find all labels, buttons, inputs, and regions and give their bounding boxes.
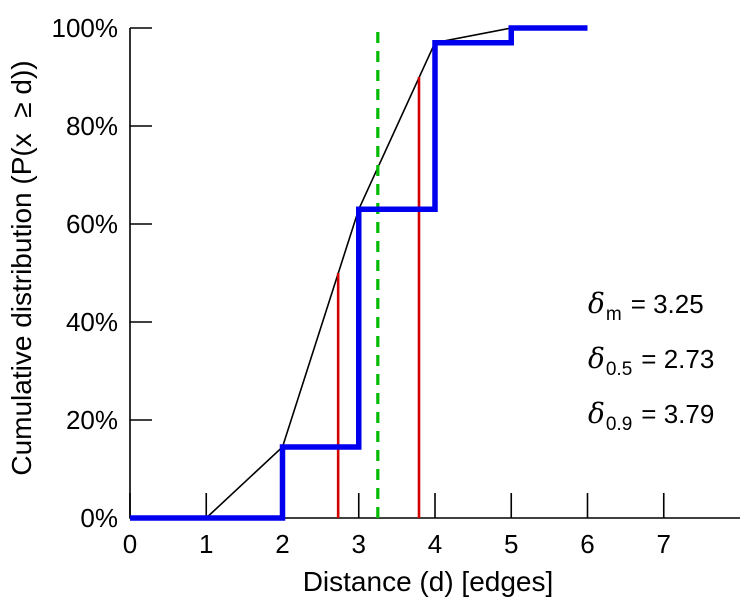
- x-tick-label: 4: [427, 529, 443, 559]
- x-tick-label: 6: [580, 529, 595, 559]
- x-tick-label: 0: [122, 529, 138, 559]
- y-tick-label: 100%: [51, 13, 119, 43]
- annotation-value: = 3.79: [641, 399, 715, 429]
- annotation-p90: δ0.9 = 3.79: [588, 397, 715, 435]
- annotation-value: = 2.73: [641, 344, 715, 374]
- annotation-value: = 3.25: [630, 289, 704, 319]
- annotation-median: δ0.5 = 2.73: [588, 342, 715, 380]
- y-tick-label: 0%: [80, 503, 118, 533]
- interpolated-cdf-line: [205, 27, 588, 519]
- x-tick-label: 7: [656, 529, 671, 559]
- x-tick-label: 3: [351, 529, 366, 559]
- empirical-cdf-step: [130, 25, 588, 521]
- annotation-subscript: 0.5: [605, 359, 633, 380]
- y-tick-label: 20%: [65, 405, 118, 435]
- x-tick-label: 2: [275, 529, 290, 559]
- annotation-subscript: 0.9: [605, 414, 633, 435]
- x-axis-label: Distance (d) [edges]: [302, 566, 554, 597]
- annotation-mean: δm = 3.25: [588, 287, 704, 325]
- delta-symbol: δ: [588, 287, 605, 320]
- y-tick-label: 80%: [65, 111, 118, 141]
- x-tick-label: 1: [199, 529, 214, 559]
- y-tick-label: 40%: [65, 307, 118, 337]
- x-tick-label: 5: [504, 529, 519, 559]
- delta-symbol: δ: [588, 342, 605, 375]
- annotation-subscript: m: [605, 304, 622, 325]
- delta-symbol: δ: [588, 397, 605, 430]
- y-tick-label: 60%: [65, 209, 118, 239]
